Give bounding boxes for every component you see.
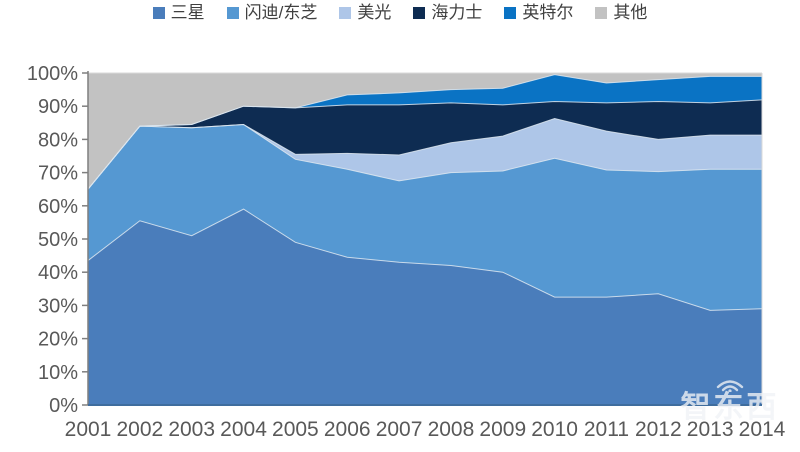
- area-band-1: [88, 124, 762, 311]
- y-axis-label: 100%: [27, 63, 78, 85]
- x-axis-label: 2003: [168, 418, 215, 441]
- band-seam: [87, 208, 763, 311]
- band-seam: [87, 117, 762, 190]
- legend-label: 其他: [613, 3, 648, 22]
- chart-legend: 三星 闪迪/东芝 美光 海力士 英特尔 其他: [0, 4, 800, 21]
- area-band-4: [88, 74, 762, 190]
- legend-swatch: [152, 6, 165, 19]
- x-axis-label: 2010: [531, 418, 578, 441]
- x-axis-label: 2006: [324, 418, 371, 441]
- legend-swatch: [504, 6, 517, 19]
- legend-item-3: 海力士: [413, 4, 482, 21]
- y-axis-label: 50%: [38, 229, 78, 251]
- y-axis-label: 60%: [38, 196, 78, 218]
- x-axis-label: 2008: [428, 418, 475, 441]
- x-axis-label: 2013: [687, 418, 734, 441]
- legend-label: 美光: [357, 3, 392, 22]
- legend-item-2: 美光: [339, 4, 391, 21]
- legend-label: 闪迪/东芝: [244, 3, 318, 22]
- legend-item-1: 闪迪/东芝: [226, 3, 318, 22]
- x-axis-label: 2007: [376, 418, 423, 441]
- x-axis-label: 2012: [635, 418, 682, 441]
- x-axis-label: 2004: [220, 418, 267, 441]
- band-seam: [87, 74, 762, 190]
- legend-swatch: [339, 6, 352, 19]
- y-axis-label: 20%: [38, 329, 78, 351]
- x-axis-label: 2014: [739, 418, 786, 441]
- x-axis-label: 2002: [116, 418, 163, 441]
- y-axis-label: 70%: [38, 163, 78, 185]
- legend-swatch: [595, 6, 608, 19]
- area-band-3: [88, 99, 762, 190]
- area-band-0: [88, 209, 762, 405]
- legend-label: 英特尔: [522, 3, 574, 22]
- x-axis-label: 2011: [584, 418, 629, 441]
- legend-item-5: 其他: [595, 4, 647, 21]
- legend-label: 三星: [170, 3, 205, 22]
- legend-item-4: 英特尔: [504, 4, 573, 21]
- x-axis-label: 2005: [272, 418, 319, 441]
- y-axis-label: 10%: [38, 362, 78, 384]
- y-axis-label: 80%: [38, 129, 78, 151]
- y-axis-label: 0%: [49, 395, 78, 417]
- y-axis-label: 30%: [38, 295, 78, 317]
- x-axis-label: 2001: [65, 418, 112, 441]
- area-band-5: [88, 73, 762, 190]
- area-band-2: [88, 118, 762, 190]
- y-axis-label: 90%: [38, 96, 78, 118]
- legend-label: 海力士: [431, 3, 483, 22]
- y-axis-label: 40%: [38, 262, 78, 284]
- legend-item-0: 三星: [152, 3, 205, 22]
- legend-swatch: [413, 6, 426, 19]
- legend-swatch: [226, 6, 239, 19]
- x-axis-label: 2009: [479, 418, 526, 441]
